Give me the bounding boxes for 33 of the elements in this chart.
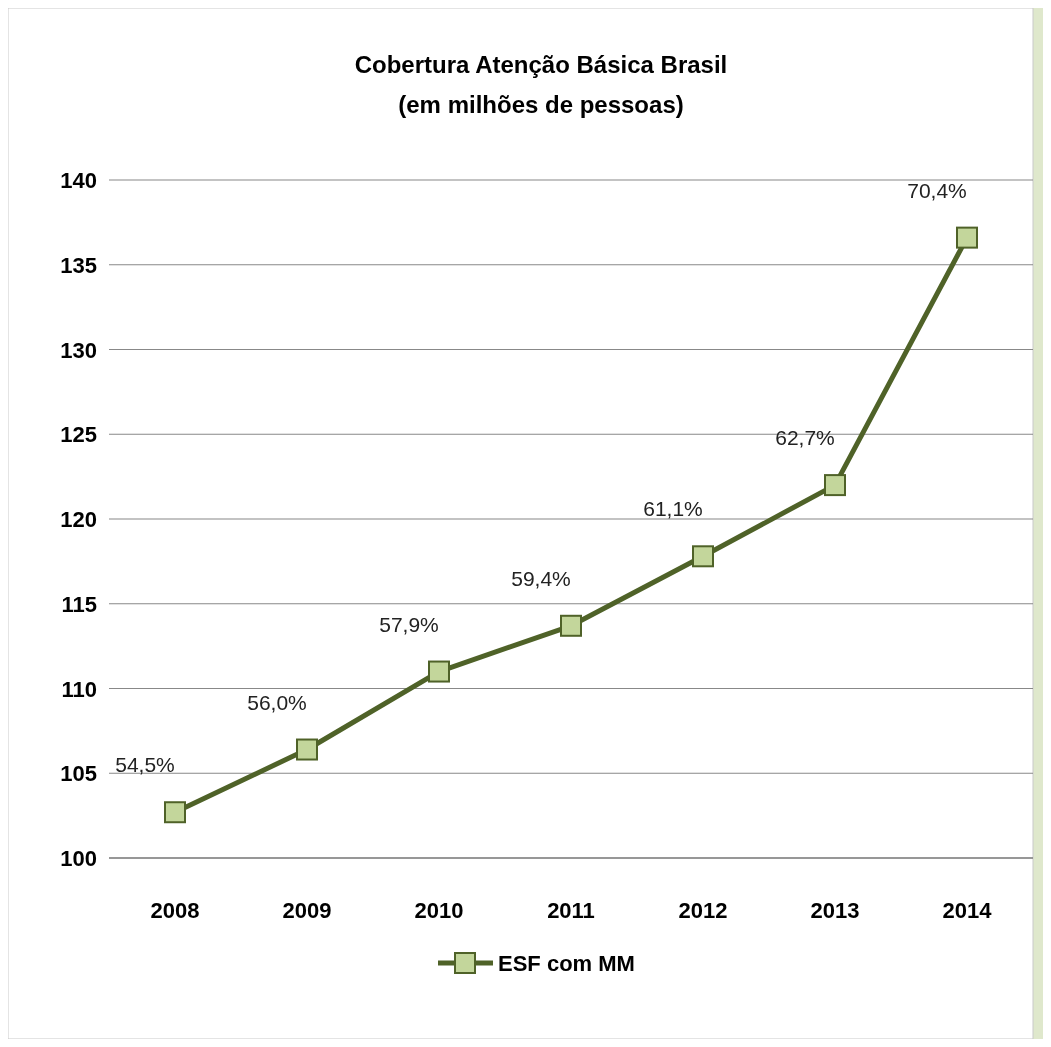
y-tick-label: 130 (60, 337, 97, 363)
y-tick-label: 100 (60, 846, 97, 871)
x-tick-label: 2011 (547, 898, 595, 923)
point (428, 660, 450, 683)
chart-subtitle: (em milhões de pessoas) (398, 91, 684, 118)
x-tick-label: 2013 (810, 898, 860, 923)
point (956, 226, 978, 249)
x-tick-label: 2014 (942, 898, 993, 923)
x-tick-label: 2012 (678, 898, 728, 923)
chart-title: Cobertura Atenção Básica Brasil (354, 51, 728, 78)
x-tick-label: 2008 (150, 898, 200, 923)
y-tick-label: 125 (60, 422, 97, 448)
point (560, 614, 582, 637)
y-tick-label: 140 (60, 168, 97, 193)
y-tick-label: 105 (60, 761, 97, 787)
annotation: 56,0% (247, 690, 307, 714)
y-tick-label: 120 (60, 507, 97, 532)
y-tick-label: 135 (60, 252, 97, 278)
x-tick-label: 2009 (282, 898, 332, 923)
annotation: 54,5% (115, 753, 175, 777)
point (164, 801, 186, 824)
y-tick-label: 110 (61, 676, 97, 702)
annotation: 61,1% (643, 497, 703, 521)
annotation: 57,9% (379, 612, 439, 636)
point (824, 474, 846, 497)
point (692, 545, 714, 568)
annotation: 62,7% (775, 426, 835, 450)
x-tick-label: 2010 (414, 898, 464, 923)
annotation: 59,4% (511, 566, 571, 590)
point (296, 738, 318, 761)
annotation: 70,4% (907, 178, 967, 202)
y-tick-label: 115 (61, 591, 97, 617)
legend-label: ESF com MM (498, 951, 635, 976)
